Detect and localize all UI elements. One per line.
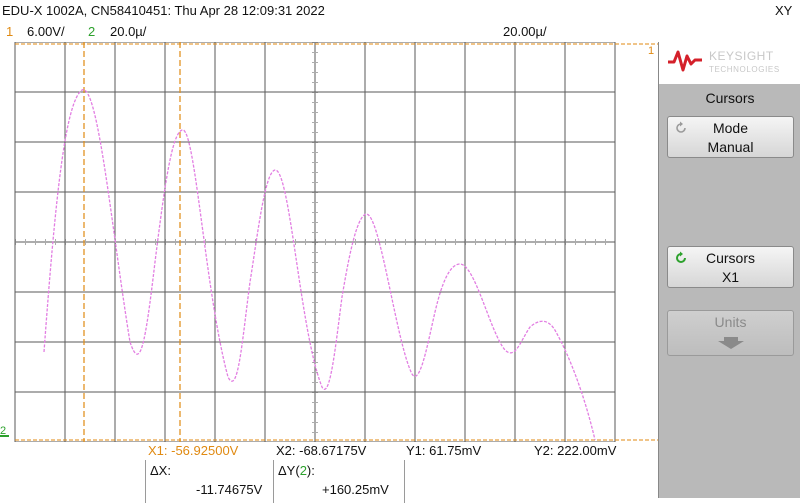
panel-title: Cursors xyxy=(705,90,755,106)
ch1-scale[interactable]: 6.00V/ xyxy=(27,24,65,39)
ch2-number[interactable]: 2 xyxy=(88,24,96,39)
mode-label: Mode xyxy=(712,120,749,136)
x2-readout: X2: -68.67175V xyxy=(276,443,367,458)
keysight-logo-icon xyxy=(668,50,702,72)
x1-readout: X1: -56.92500V xyxy=(148,443,239,458)
logo-text: KEYSIGHT xyxy=(709,49,774,63)
y1-readout: Y1: 61.75mV xyxy=(406,443,482,458)
delta-x-value: -11.74675V xyxy=(196,482,263,497)
status-bar: EDU-X 1002A, CN58410451: Thu Apr 28 12:0… xyxy=(0,0,800,22)
scale-bar: 1 6.00V/ 2 20.0µ/ 20.00µ/ xyxy=(0,22,800,42)
delta-y-value: +160.25mV xyxy=(322,482,389,497)
ch2-marker-bar xyxy=(0,435,9,437)
grid-lines xyxy=(14,42,616,442)
ch1-trigger-marker: 1 xyxy=(648,45,654,57)
delta-readout: ΔX: -11.74675V ΔY(2): +160.25mV xyxy=(0,460,658,503)
device-info: EDU-X 1002A, CN58410451: Thu Apr 28 12:0… xyxy=(2,3,325,18)
down-arrow-icon xyxy=(718,337,744,349)
cursors-value: X1 xyxy=(721,269,740,285)
delta-y-channel: 2 xyxy=(299,463,307,478)
units-label: Units xyxy=(714,314,747,330)
mode-value: Manual xyxy=(707,139,754,155)
cursor-readout: X1: -56.92500V X2: -68.67175V Y1: 61.75m… xyxy=(0,442,658,460)
y2-readout: Y2: 222.00mV xyxy=(534,443,617,458)
softkey-panel: KEYSIGHT TECHNOLOGIES Cursors Mode Manua… xyxy=(658,42,800,498)
logo-subtext: TECHNOLOGIES xyxy=(709,65,780,74)
waveform-display[interactable]: 2 1 xyxy=(0,42,662,442)
units-softkey[interactable]: Units xyxy=(667,310,794,356)
mode-softkey[interactable]: Mode Manual xyxy=(667,116,794,158)
ch2-scale[interactable]: 20.0µ/ xyxy=(110,24,147,39)
delta-y-suffix: ): xyxy=(306,463,315,478)
cursors-label: Cursors xyxy=(705,250,755,266)
delta-x-label: ΔX: xyxy=(150,463,171,478)
delta-x-box: ΔX: -11.74675V xyxy=(145,460,271,503)
refresh-icon xyxy=(676,251,686,263)
delta-y-prefix: ΔY( xyxy=(278,463,300,478)
ch1-number[interactable]: 1 xyxy=(6,24,14,39)
timebase-scale[interactable]: 20.00µ/ xyxy=(503,24,547,39)
delta-y-box: ΔY(2): +160.25mV xyxy=(273,460,405,503)
keysight-logo: KEYSIGHT TECHNOLOGIES xyxy=(659,42,800,84)
display-mode: XY xyxy=(775,3,793,18)
cursors-softkey[interactable]: Cursors X1 xyxy=(667,246,794,288)
xy-trace xyxy=(43,89,596,441)
ch2-ground-marker: 2 xyxy=(0,425,6,437)
refresh-icon xyxy=(676,121,686,133)
delta-y-label: ΔY(2): xyxy=(278,463,315,478)
